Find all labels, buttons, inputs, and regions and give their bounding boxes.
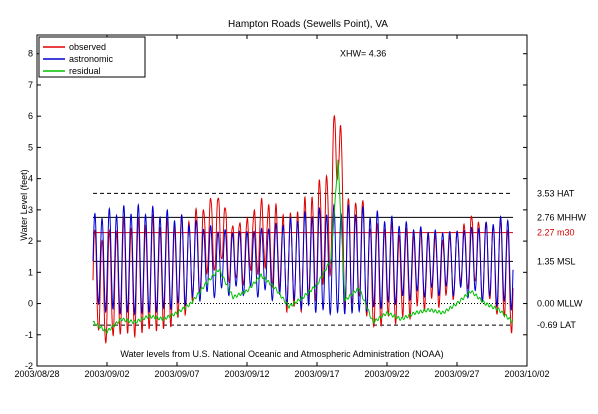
- source-annotation: Water levels from U.S. National Oceanic …: [120, 349, 443, 359]
- y-tick-label: 0: [28, 299, 33, 309]
- y-tick-label: 2: [28, 236, 33, 246]
- legend-label-observed: observed: [69, 42, 106, 52]
- x-tick-label: 2003/09/12: [224, 369, 269, 379]
- y-tick-label: -1: [25, 330, 33, 340]
- legend-label-residual: residual: [69, 66, 101, 76]
- reference-line-label: 0.00 MLLW: [537, 299, 583, 309]
- y-tick-label: 4: [28, 174, 33, 184]
- y-axis-label: Water Level (feet): [19, 169, 29, 240]
- legend-label-astronomic: astronomic: [69, 54, 114, 64]
- x-tick-label: 2003/09/27: [434, 369, 479, 379]
- y-tick-label: 3: [28, 205, 33, 215]
- y-tick-label: 1: [28, 267, 33, 277]
- y-tick-label: 6: [28, 111, 33, 121]
- series-residual-line: [92, 159, 514, 334]
- x-tick-label: 2003/09/17: [294, 369, 339, 379]
- plot-frame: [36, 34, 528, 367]
- y-tick-label: -2: [25, 361, 33, 371]
- plot-area: -2 -1 0 1 2 3 4 5 6 7 8 2003/08/28 2003/09/02 2003/09…: [14, 34, 587, 379]
- reference-line-label: 2.76 MHHW: [537, 212, 587, 222]
- reference-line-label: 2.27 m30: [537, 228, 575, 238]
- chart-title: Hampton Roads (Sewells Point), VA: [228, 19, 388, 30]
- y-tick-label: 7: [28, 80, 33, 90]
- y-tick-label: 5: [28, 142, 33, 152]
- reference-line-label: 1.35 MSL: [537, 256, 576, 266]
- reference-line-label: -0.69 LAT: [537, 320, 576, 330]
- y-tick-label: 8: [28, 49, 33, 59]
- legend: observed astronomic residual: [38, 36, 146, 78]
- x-tick-label: 2003/09/02: [84, 369, 129, 379]
- peak-annotation: XHW= 4.36: [340, 49, 386, 59]
- x-tick-label: 2003/09/07: [154, 369, 199, 379]
- series-astronomic-line: [92, 202, 514, 317]
- x-tick-label: 2003/09/22: [364, 369, 409, 379]
- x-tick-label: 2003/08/28: [14, 369, 59, 379]
- x-tick-label: 2003/10/02: [504, 369, 549, 379]
- reference-line-label: 3.53 HAT: [537, 188, 575, 198]
